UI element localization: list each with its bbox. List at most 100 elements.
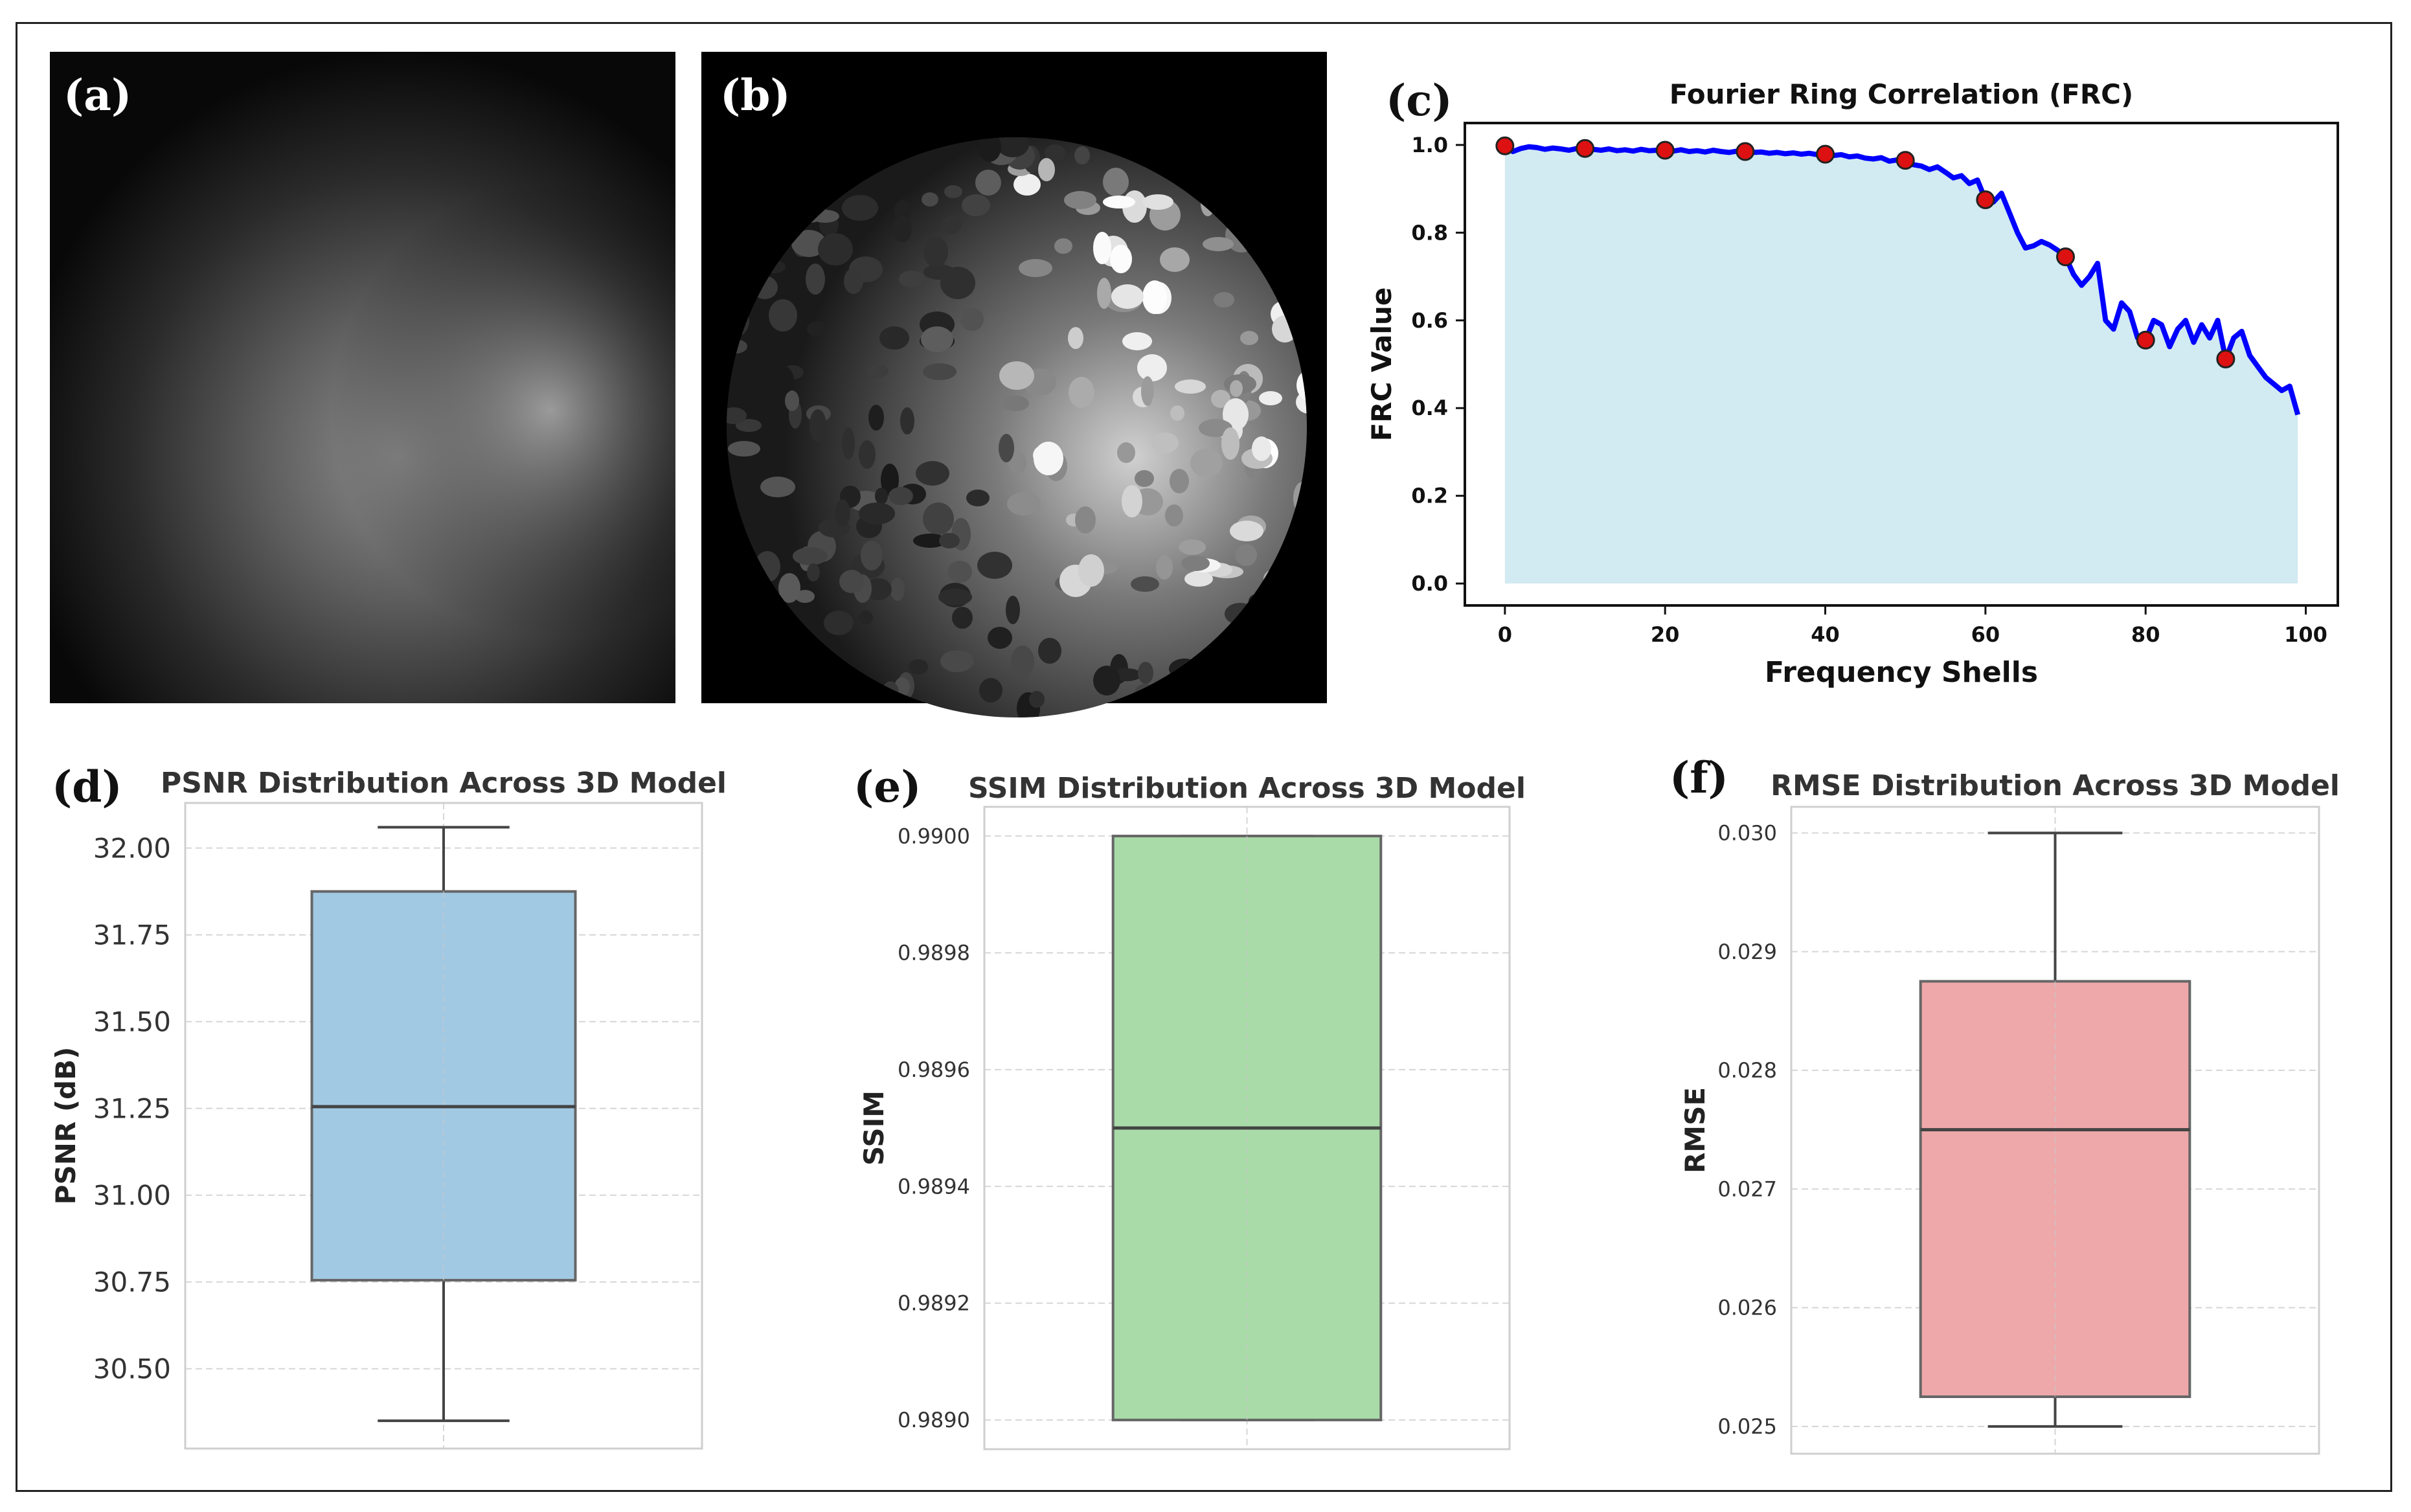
cell-blob bbox=[1064, 191, 1096, 209]
frc-area-fill bbox=[1504, 146, 2298, 584]
cell-blob bbox=[842, 427, 855, 460]
cell-blob bbox=[728, 441, 760, 457]
cell-blob bbox=[997, 137, 1029, 157]
y-axis-label: RMSE bbox=[1679, 1087, 1711, 1173]
cell-blob bbox=[1019, 259, 1052, 277]
cell-blob bbox=[1214, 292, 1234, 308]
x-tick-label: 0 bbox=[1498, 622, 1512, 647]
cell-blob bbox=[1175, 379, 1206, 394]
cell-blob bbox=[1122, 485, 1142, 517]
frc-marker bbox=[1736, 142, 1755, 161]
cell-blob bbox=[1240, 331, 1258, 345]
cell-blob bbox=[1002, 396, 1029, 411]
y-tick-label: 0.9890 bbox=[898, 1408, 970, 1432]
cell-blob bbox=[1170, 405, 1184, 421]
cell-blob bbox=[1156, 555, 1173, 580]
cell-blob bbox=[1137, 354, 1167, 381]
chart-title: Fourier Ring Correlation (FRC) bbox=[1670, 78, 2133, 110]
cell-blob bbox=[778, 573, 800, 603]
cell-blob bbox=[1038, 158, 1055, 181]
cell-blob bbox=[1142, 280, 1167, 314]
psnr-boxplot: 30.50 30.75 31.00 31.25 31.50 31.75 32.00 PSNR … bbox=[50, 767, 727, 1450]
y-axis-label: FRC Value bbox=[1366, 288, 1398, 442]
x-tick-label: 20 bbox=[1651, 622, 1680, 647]
axes-frame bbox=[184, 802, 703, 1450]
axes-frame bbox=[983, 806, 1511, 1450]
microscopy-image-cells bbox=[50, 52, 675, 703]
frc-chart: 0 20 40 60 80 100 0.0 0.2 0.4 0.6 0.8 1.0 Fourier Ri… bbox=[1366, 78, 2339, 689]
cell-blob bbox=[868, 405, 884, 431]
frc-axes-frame bbox=[1464, 122, 2339, 607]
cell-blob bbox=[1131, 576, 1159, 592]
cell-blob bbox=[1103, 196, 1135, 209]
panel-b: (b) bbox=[701, 52, 1327, 717]
chart-title: RMSE Distribution Across 3D Model bbox=[1771, 769, 2340, 802]
cell-blob bbox=[859, 611, 873, 625]
cell-blob bbox=[1122, 332, 1152, 350]
cell-blob bbox=[1054, 238, 1072, 254]
y-tick-label: 0.9892 bbox=[898, 1291, 970, 1316]
cell-blob bbox=[1093, 232, 1111, 264]
frc-marker bbox=[1576, 139, 1595, 158]
cell-blob bbox=[1138, 662, 1153, 684]
cell-blob bbox=[1068, 327, 1083, 349]
cell-blob bbox=[1230, 380, 1243, 397]
y-tick-label: 0.4 bbox=[1411, 396, 1448, 420]
x-tick-label: 60 bbox=[1971, 622, 2000, 647]
y-tick-label: 0.9894 bbox=[898, 1174, 970, 1199]
panel-label-e: (e) bbox=[854, 762, 921, 812]
cell-blob bbox=[881, 464, 899, 496]
cell-blob bbox=[913, 534, 947, 548]
frc-marker bbox=[1896, 151, 1915, 170]
cell-blob bbox=[960, 308, 984, 331]
ssim-boxplot: 0.9890 0.9892 0.9894 0.9896 0.9898 0.9900 SSIM… bbox=[858, 772, 1526, 1450]
cell-blob bbox=[1038, 638, 1061, 664]
y-tick-label: 31.75 bbox=[93, 919, 171, 951]
frc-marker bbox=[2216, 349, 2236, 368]
cell-blob bbox=[824, 611, 854, 635]
cell-blob bbox=[875, 488, 888, 504]
y-tick-label: 0.9900 bbox=[898, 824, 970, 848]
cell-blob bbox=[979, 678, 1002, 703]
iqr-box bbox=[310, 890, 577, 1282]
panel-label-a: (a) bbox=[63, 70, 131, 120]
y-tick-label: 0.9896 bbox=[898, 1057, 970, 1082]
panel-label-f: (f) bbox=[1670, 752, 1728, 803]
cell-blob bbox=[768, 365, 794, 395]
frc-marker bbox=[2136, 330, 2155, 350]
cell-blob bbox=[899, 271, 925, 288]
panel-label-b: (b) bbox=[720, 70, 791, 120]
y-tick-label: 0.6 bbox=[1411, 308, 1448, 333]
panel-a: (a) bbox=[50, 52, 675, 703]
y-tick-label: 0.029 bbox=[1717, 940, 1777, 964]
cell-blob bbox=[1160, 247, 1190, 272]
y-tick-label: 0.2 bbox=[1411, 484, 1448, 508]
cell-blob bbox=[892, 216, 912, 242]
y-tick-label: 0.0 bbox=[1411, 571, 1448, 596]
cell-blob bbox=[839, 570, 864, 593]
cell-blob bbox=[1097, 278, 1111, 309]
y-tick-label: 0.026 bbox=[1717, 1296, 1777, 1320]
cell-blob bbox=[1117, 442, 1135, 463]
cell-blob bbox=[791, 230, 826, 257]
cell-blob bbox=[938, 589, 972, 605]
cell-blob bbox=[842, 195, 878, 221]
cell-blob bbox=[1142, 194, 1173, 210]
y-tick-label: 0.030 bbox=[1717, 821, 1777, 846]
x-tick-label: 40 bbox=[1811, 622, 1840, 647]
cell-blob bbox=[977, 552, 1012, 579]
cell-blob bbox=[923, 236, 948, 267]
cell-blob bbox=[1230, 521, 1263, 541]
y-tick-label: 0.8 bbox=[1411, 220, 1448, 245]
y-tick-label: 0.028 bbox=[1717, 1058, 1777, 1083]
cell-blob bbox=[894, 200, 911, 221]
cell-blob bbox=[939, 533, 960, 548]
cell-blob bbox=[1078, 554, 1104, 587]
cell-blob bbox=[1170, 469, 1189, 493]
cell-blob bbox=[1011, 646, 1034, 678]
cell-blob bbox=[922, 192, 938, 207]
cell-blob bbox=[727, 407, 747, 424]
cell-blob bbox=[865, 578, 892, 600]
cell-blob bbox=[879, 326, 909, 350]
